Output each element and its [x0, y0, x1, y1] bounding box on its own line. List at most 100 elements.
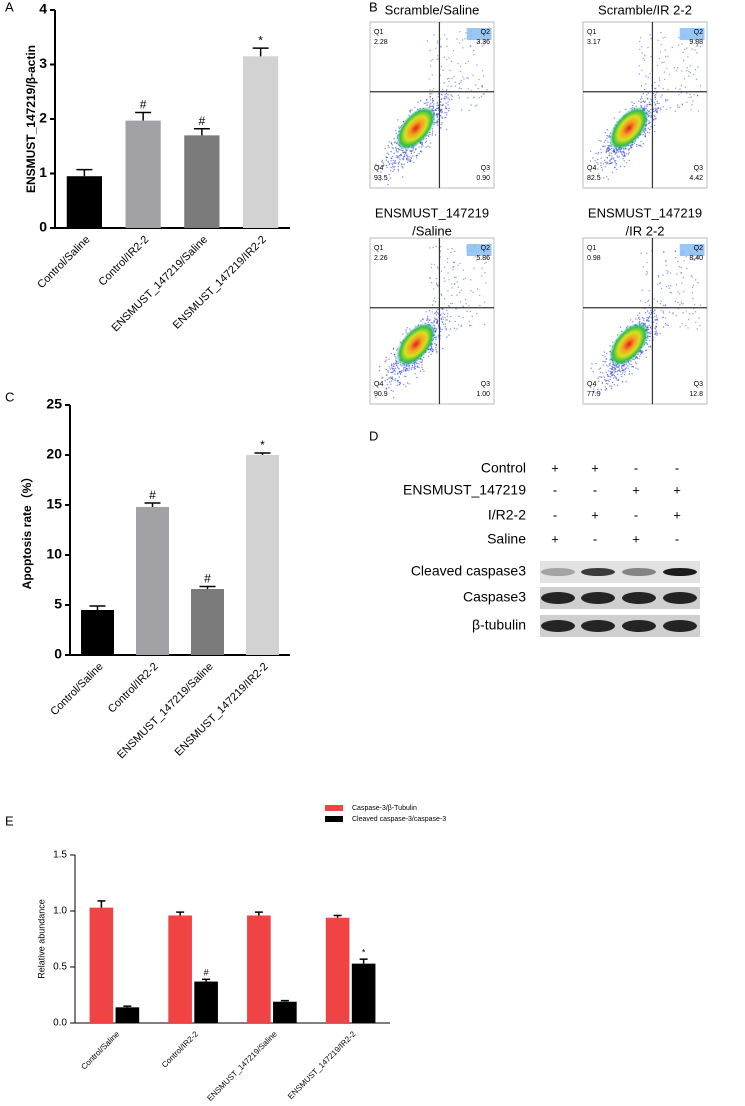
cell-dot [653, 309, 656, 311]
cell-dot [444, 280, 446, 282]
cell-dot [436, 319, 439, 322]
cell-dot [594, 160, 596, 162]
cell-dot [647, 127, 649, 129]
bar [136, 507, 169, 655]
cell-dot [391, 147, 393, 149]
cell-dot [469, 45, 472, 48]
cell-dot [439, 328, 442, 331]
cell-dot [623, 149, 625, 151]
cell-dot [462, 278, 465, 280]
cell-dot [654, 327, 656, 329]
cell-dot [613, 157, 615, 159]
cell-dot [390, 157, 392, 159]
cell-dot [646, 272, 649, 274]
cell-dot [395, 146, 397, 149]
cell-dot [437, 267, 439, 270]
cell-dot [627, 367, 629, 369]
cell-dot [686, 101, 688, 104]
quadrant-value: 2.26 [374, 255, 388, 262]
flow-plot [582, 237, 708, 405]
cell-dot [649, 335, 651, 338]
cell-dot [484, 272, 486, 274]
protein-band [581, 568, 615, 576]
cell-dot [645, 129, 647, 131]
cell-dot [610, 162, 612, 164]
cell-dot [425, 146, 427, 148]
cell-dot [421, 359, 423, 361]
cell-dot [644, 301, 646, 304]
cell-dot [483, 41, 485, 43]
cell-dot [421, 318, 424, 320]
cell-dot [444, 93, 446, 96]
cell-dot [447, 312, 449, 315]
density-blob [609, 322, 649, 367]
cell-dot [460, 65, 462, 68]
cell-dot [655, 325, 658, 328]
cell-dot [418, 366, 420, 369]
cell-dot [612, 341, 614, 343]
cell-dot [431, 347, 433, 350]
plot-title: Scramble/Saline [385, 2, 480, 17]
cell-dot [677, 106, 679, 108]
cell-dot [437, 121, 439, 123]
cell-dot [648, 332, 650, 335]
cell-dot [630, 363, 632, 366]
cell-dot [648, 120, 650, 122]
cell-dot [668, 73, 670, 76]
cell-dot [621, 366, 623, 368]
cell-dot [397, 367, 399, 369]
cell-dot [616, 366, 618, 368]
cell-dot [399, 155, 401, 157]
cell-dot [390, 380, 393, 382]
x-tick-label: ENSMUST_147219/Saline [109, 234, 210, 335]
cell-dot [459, 70, 461, 73]
cell-dot [693, 304, 696, 306]
cell-dot [398, 161, 401, 163]
cell-dot [466, 77, 468, 79]
cell-dot [424, 141, 427, 144]
cell-dot [611, 372, 613, 375]
cell-dot [654, 315, 656, 318]
cell-dot [413, 363, 416, 366]
cell-dot [613, 377, 615, 379]
quadrant-value: 82.5 [587, 175, 601, 182]
cell-dot [641, 46, 643, 48]
band-label: Cleaved caspase3 [411, 563, 526, 579]
legend-swatch [325, 816, 343, 822]
protein-band [663, 592, 697, 604]
cell-dot [589, 160, 592, 162]
cell-dot [386, 166, 388, 168]
cell-dot [594, 385, 596, 388]
cell-dot [406, 382, 409, 384]
cell-dot [628, 152, 630, 154]
cell-dot [440, 114, 442, 117]
cell-dot [605, 361, 607, 363]
cell-dot [617, 378, 620, 381]
cell-dot [461, 39, 464, 41]
cell-dot [659, 303, 662, 305]
cell-dot [453, 327, 456, 329]
cell-dot [408, 160, 410, 162]
cell-dot [673, 67, 676, 69]
cell-dot [612, 366, 614, 369]
cell-dot [432, 130, 434, 132]
quadrant-value: 3.17 [587, 39, 601, 46]
cell-dot [397, 168, 399, 171]
cell-dot [437, 285, 439, 287]
cell-dot [691, 286, 694, 289]
cell-dot [425, 311, 427, 313]
quadrant-value: 8.40 [689, 255, 703, 262]
cell-dot [382, 162, 384, 164]
cell-dot [656, 110, 658, 112]
cell-dot [436, 58, 439, 60]
y-tick-label: 4 [39, 1, 47, 17]
cell-dot [390, 150, 392, 153]
cell-dot [436, 266, 438, 268]
cell-dot [650, 331, 652, 333]
cell-dot [434, 301, 437, 303]
cell-dot [439, 256, 442, 258]
cell-dot [430, 99, 432, 101]
cell-dot [640, 101, 642, 104]
cell-dot [465, 32, 467, 34]
cell-dot [691, 104, 693, 106]
